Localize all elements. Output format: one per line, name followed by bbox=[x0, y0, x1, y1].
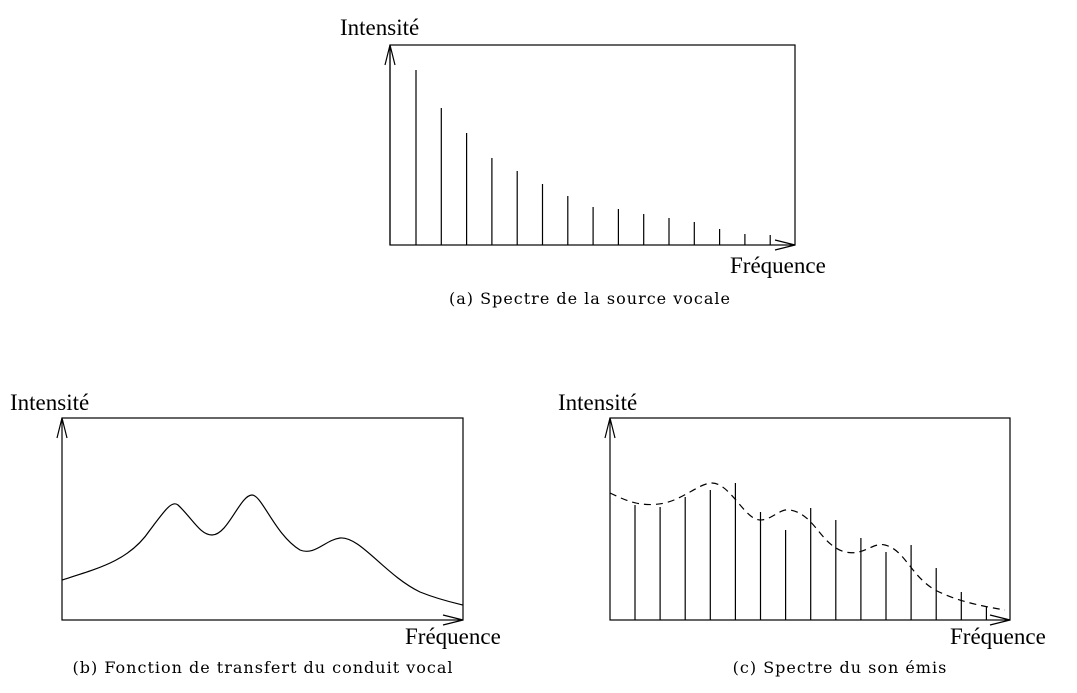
panel-c: Intensité Fréquence (c) Spectre du son é… bbox=[558, 390, 1046, 677]
axes-arrows bbox=[56, 417, 464, 626]
frame bbox=[609, 417, 1011, 621]
axes-arrows bbox=[604, 417, 1011, 626]
x-label: Fréquence bbox=[405, 624, 501, 649]
x-label: Fréquence bbox=[730, 253, 826, 278]
caption: (a) Spectre de la source vocale bbox=[449, 289, 731, 308]
y-label: Intensité bbox=[10, 390, 89, 415]
transfer-curve bbox=[61, 494, 464, 606]
panel-b: Intensité Fréquence (b) Fonction de tran… bbox=[10, 390, 501, 677]
envelope bbox=[609, 482, 1006, 611]
harmonics bbox=[634, 483, 988, 620]
harmonics bbox=[415, 70, 771, 245]
y-label: Intensité bbox=[558, 390, 637, 415]
x-label: Fréquence bbox=[950, 624, 1046, 649]
caption: (b) Fonction de transfert du conduit voc… bbox=[73, 658, 454, 677]
caption: (c) Spectre du son émis bbox=[733, 658, 948, 677]
frame bbox=[61, 417, 464, 621]
y-label: Intensité bbox=[340, 15, 419, 40]
axes-arrows bbox=[384, 44, 796, 251]
panel-a: Intensité Fréquence (a) Spectre de la so… bbox=[340, 15, 826, 308]
